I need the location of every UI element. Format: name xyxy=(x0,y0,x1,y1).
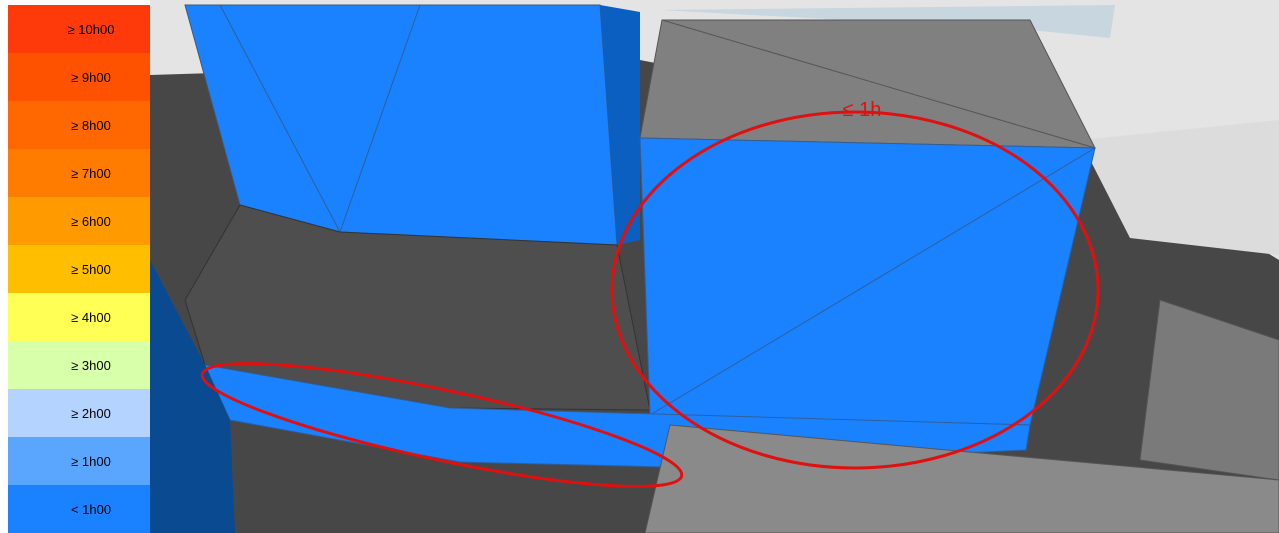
legend-item: ≥ 8h00 xyxy=(8,101,150,149)
legend-item: ≥ 7h00 xyxy=(8,149,150,197)
highlight-ellipse xyxy=(200,362,684,488)
legend-item: ≥ 5h00 xyxy=(8,245,150,293)
legend-item: ≥ 10h00 xyxy=(8,5,150,53)
bottom-slab xyxy=(644,424,1279,533)
legend-item: ≥ 3h00 xyxy=(8,341,150,389)
legend-item: ≥ 6h00 xyxy=(8,197,150,245)
slab xyxy=(184,204,651,411)
edge xyxy=(649,147,1096,416)
tower-side xyxy=(600,5,640,245)
legend-item: < 1h00 xyxy=(8,485,150,533)
light-ground xyxy=(1080,120,1279,255)
annotation: ≤ 1h xyxy=(843,99,882,121)
legend-item: ≥ 2h00 xyxy=(8,389,150,437)
right-block xyxy=(1139,299,1279,481)
edge xyxy=(661,19,1096,149)
highlight-ellipse xyxy=(610,110,1100,470)
legend: ≥ 10h00 ≥ 9h00 ≥ 8h00 ≥ 7h00 ≥ 6h00 ≥ 5h00 ≥ 4… xyxy=(8,5,150,533)
cube-face xyxy=(639,137,1096,426)
left-wall xyxy=(150,260,235,533)
legend-item: ≥ 1h00 xyxy=(8,437,150,485)
cube-top xyxy=(639,19,1096,149)
legend-item: ≥ 4h00 xyxy=(8,293,150,341)
legend-item: ≥ 9h00 xyxy=(8,53,150,101)
